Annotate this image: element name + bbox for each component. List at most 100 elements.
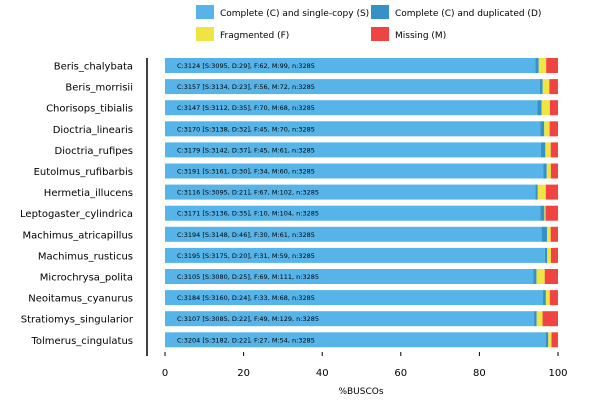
bar-segment-hermetia-illucens-3 <box>537 184 546 200</box>
legend-label-missing-m: Missing (M) <box>395 31 446 41</box>
bar-segment-beris-chalybata-1 <box>165 58 536 73</box>
bar-segment-stratiomys-singularior-4 <box>542 311 558 327</box>
bar-segment-beris-morrisii-3 <box>542 79 550 95</box>
species-label-dioctria-linearis: Dioctria_linearis <box>53 125 133 136</box>
legend-label-complete-c-and-single-copy-s: Complete (C) and single-copy (S) <box>220 9 369 19</box>
bar-label-beris-chalybata: C:3124 [S:3095, D:29], F:62, M:99, n:328… <box>177 62 315 70</box>
bar-segment-hermetia-illucens-2 <box>535 184 538 200</box>
bar-segment-hermetia-illucens-1 <box>165 184 536 200</box>
bar-segment-neoitamus-cyanurus-3 <box>545 290 550 306</box>
species-label-microchrysa-polita: Microchrysa_polita <box>40 273 133 284</box>
species-label-machimus-atricapillus: Machimus_atricapillus <box>23 230 133 241</box>
bar-segment-leptogaster-cylindrica-2 <box>540 205 545 221</box>
bar-segment-chorisops-tibialis-2 <box>537 100 542 116</box>
bar-segment-dioctria-linearis-1 <box>165 121 541 137</box>
bar-segment-machimus-rusticus-2 <box>544 247 548 263</box>
legend-label-complete-c-and-duplicated-d: Complete (C) and duplicated (D) <box>395 9 541 19</box>
legend-swatch-complete-c-and-duplicated-d <box>371 5 389 19</box>
bar-segment-beris-chalybata-4 <box>546 58 558 73</box>
species-label-leptogaster-cylindrica: Leptogaster_cylindrica <box>20 209 133 220</box>
species-label-chorisops-tibialis: Chorisops_tibialis <box>46 104 133 115</box>
bar-segment-machimus-rusticus-3 <box>547 247 551 263</box>
bar-segment-dioctria-rufipes-1 <box>165 142 541 158</box>
bar-segment-eutolmus-rufibarbis-4 <box>550 163 559 179</box>
species-label-tolmerus-cingulatus: Tolmerus_cingulatus <box>30 336 133 347</box>
bar-segment-tolmerus-cingulatus-1 <box>165 332 546 348</box>
bar-segment-dioctria-linearis-4 <box>549 121 558 137</box>
bar-segment-microchrysa-polita-4 <box>544 269 558 284</box>
bar-segment-leptogaster-cylindrica-4 <box>545 205 559 221</box>
bar-segment-machimus-atricapillus-4 <box>550 226 558 242</box>
bar-segment-neoitamus-cyanurus-4 <box>549 290 558 306</box>
x-tick-label-40: 40 <box>316 368 329 379</box>
species-label-beris-chalybata: Beris_chalybata <box>54 62 133 73</box>
bar-segment-hermetia-illucens-4 <box>545 184 559 200</box>
bar-segment-stratiomys-singularior-3 <box>536 311 543 327</box>
bar-segment-beris-morrisii-1 <box>165 79 540 95</box>
bar-segment-stratiomys-singularior-1 <box>165 311 535 327</box>
species-label-machimus-rusticus: Machimus_rusticus <box>38 251 133 262</box>
bar-segment-machimus-atricapillus-1 <box>165 226 542 242</box>
legend: Complete (C) and single-copy (S) Complete… <box>196 5 541 41</box>
bar-segment-dioctria-linearis-2 <box>540 121 545 137</box>
bar-segment-beris-chalybata-2 <box>535 58 539 73</box>
bar-label-stratiomys-singularior: C:3107 [S:3085, D:22], F:49, M:129, n:32… <box>177 315 319 323</box>
bar-segment-dioctria-linearis-3 <box>544 121 550 137</box>
bar-label-leptogaster-cylindrica: C:3171 [S:3136, D:35], F:10, M:104, n:32… <box>177 210 319 218</box>
species-label-eutolmus-rufibarbis: Eutolmus_rufibarbis <box>34 167 133 178</box>
species-labels: Beris_chalybata Beris_morrisii Chorisops_t… <box>20 62 134 347</box>
bar-label-machimus-atricapillus: C:3194 [S:3148, D:46], F:30, M:61, n:328… <box>177 231 315 239</box>
bar-segment-dioctria-rufipes-2 <box>540 142 546 158</box>
bar-segment-machimus-atricapillus-2 <box>541 226 548 242</box>
bar-segment-dioctria-rufipes-4 <box>550 142 559 158</box>
x-tick-label-20: 20 <box>237 368 250 379</box>
bar-segment-microchrysa-polita-2 <box>533 269 537 284</box>
x-tick-label-80: 80 <box>473 368 486 379</box>
bar-segment-eutolmus-rufibarbis-2 <box>543 163 547 179</box>
bar-segment-microchrysa-polita-1 <box>165 269 534 284</box>
x-tick-label-100: 100 <box>548 368 567 379</box>
bar-segment-dioctria-rufipes-3 <box>545 142 551 158</box>
bar-segment-machimus-rusticus-4 <box>550 247 558 263</box>
bar-label-machimus-rusticus: C:3195 [S:3175, D:20], F:31, M:59, n:328… <box>177 252 315 260</box>
species-label-dioctria-rufipes: Dioctria_rufipes <box>55 146 134 157</box>
bar-segment-stratiomys-singularior-2 <box>534 311 537 327</box>
bar-segment-beris-morrisii-2 <box>539 79 543 95</box>
bar-segment-eutolmus-rufibarbis-1 <box>165 163 544 179</box>
bar-segment-chorisops-tibialis-1 <box>165 100 538 116</box>
bar-segment-machimus-rusticus-1 <box>165 247 545 263</box>
bar-segment-beris-chalybata-3 <box>538 58 547 73</box>
bar-label-chorisops-tibialis: C:3147 [S:3112, D:35], F:70, M:68, n:328… <box>177 104 315 112</box>
bar-segment-eutolmus-rufibarbis-3 <box>546 163 551 179</box>
bar-segment-chorisops-tibialis-3 <box>541 100 550 116</box>
bar-segment-chorisops-tibialis-4 <box>549 100 558 116</box>
bar-segment-neoitamus-cyanurus-1 <box>165 290 544 306</box>
legend-swatch-missing-m <box>371 27 389 41</box>
species-label-neoitamus-cyanurus: Neoitamus_cyanurus <box>28 294 133 305</box>
bar-label-dioctria-rufipes: C:3179 [S:3142, D:37], F:45, M:61, n:328… <box>177 146 315 154</box>
bar-label-dioctria-linearis: C:3170 [S:3138, D:32], F:45, M:70, n:328… <box>177 125 315 133</box>
species-label-beris-morrisii: Beris_morrisii <box>65 83 133 94</box>
x-axis-label: %BUSCOs <box>338 387 383 397</box>
bar-label-microchrysa-polita: C:3105 [S:3080, D:25], F:69, M:111, n:32… <box>177 273 319 281</box>
bar-segment-beris-morrisii-4 <box>549 79 558 95</box>
bar-segment-tolmerus-cingulatus-4 <box>551 332 558 348</box>
bar-segment-machimus-atricapillus-3 <box>547 226 551 242</box>
bar-segment-tolmerus-cingulatus-2 <box>545 332 549 348</box>
axes: 0 20 40 60 80 100 <box>146 58 568 379</box>
x-tick-label-60: 60 <box>394 368 407 379</box>
species-label-hermetia-illucens: Hermetia_illucens <box>44 188 133 199</box>
bar-segment-tolmerus-cingulatus-3 <box>548 332 552 348</box>
bars: C:3124 [S:3095, D:29], F:62, M:99, n:328… <box>165 58 559 348</box>
legend-swatch-complete-c-and-single-copy-s <box>196 5 214 19</box>
bar-segment-microchrysa-polita-3 <box>536 269 545 284</box>
x-tick-label-0: 0 <box>162 368 168 379</box>
bar-label-neoitamus-cyanurus: C:3184 [S:3160, D:24], F:33, M:68, n:328… <box>177 294 315 302</box>
species-label-stratiomys-singularior: Stratiomys_singularior <box>21 315 134 326</box>
legend-label-fragmented-f: Fragmented (F) <box>220 31 289 41</box>
legend-swatch-fragmented-f <box>196 27 214 41</box>
bar-label-tolmerus-cingulatus: C:3204 [S:3182, D:22], F:27, M:54, n:328… <box>177 336 315 344</box>
bar-segment-neoitamus-cyanurus-2 <box>543 290 546 306</box>
bar-label-hermetia-illucens: C:3116 [S:3095, D:21], F:67, M:102, n:32… <box>177 189 319 197</box>
